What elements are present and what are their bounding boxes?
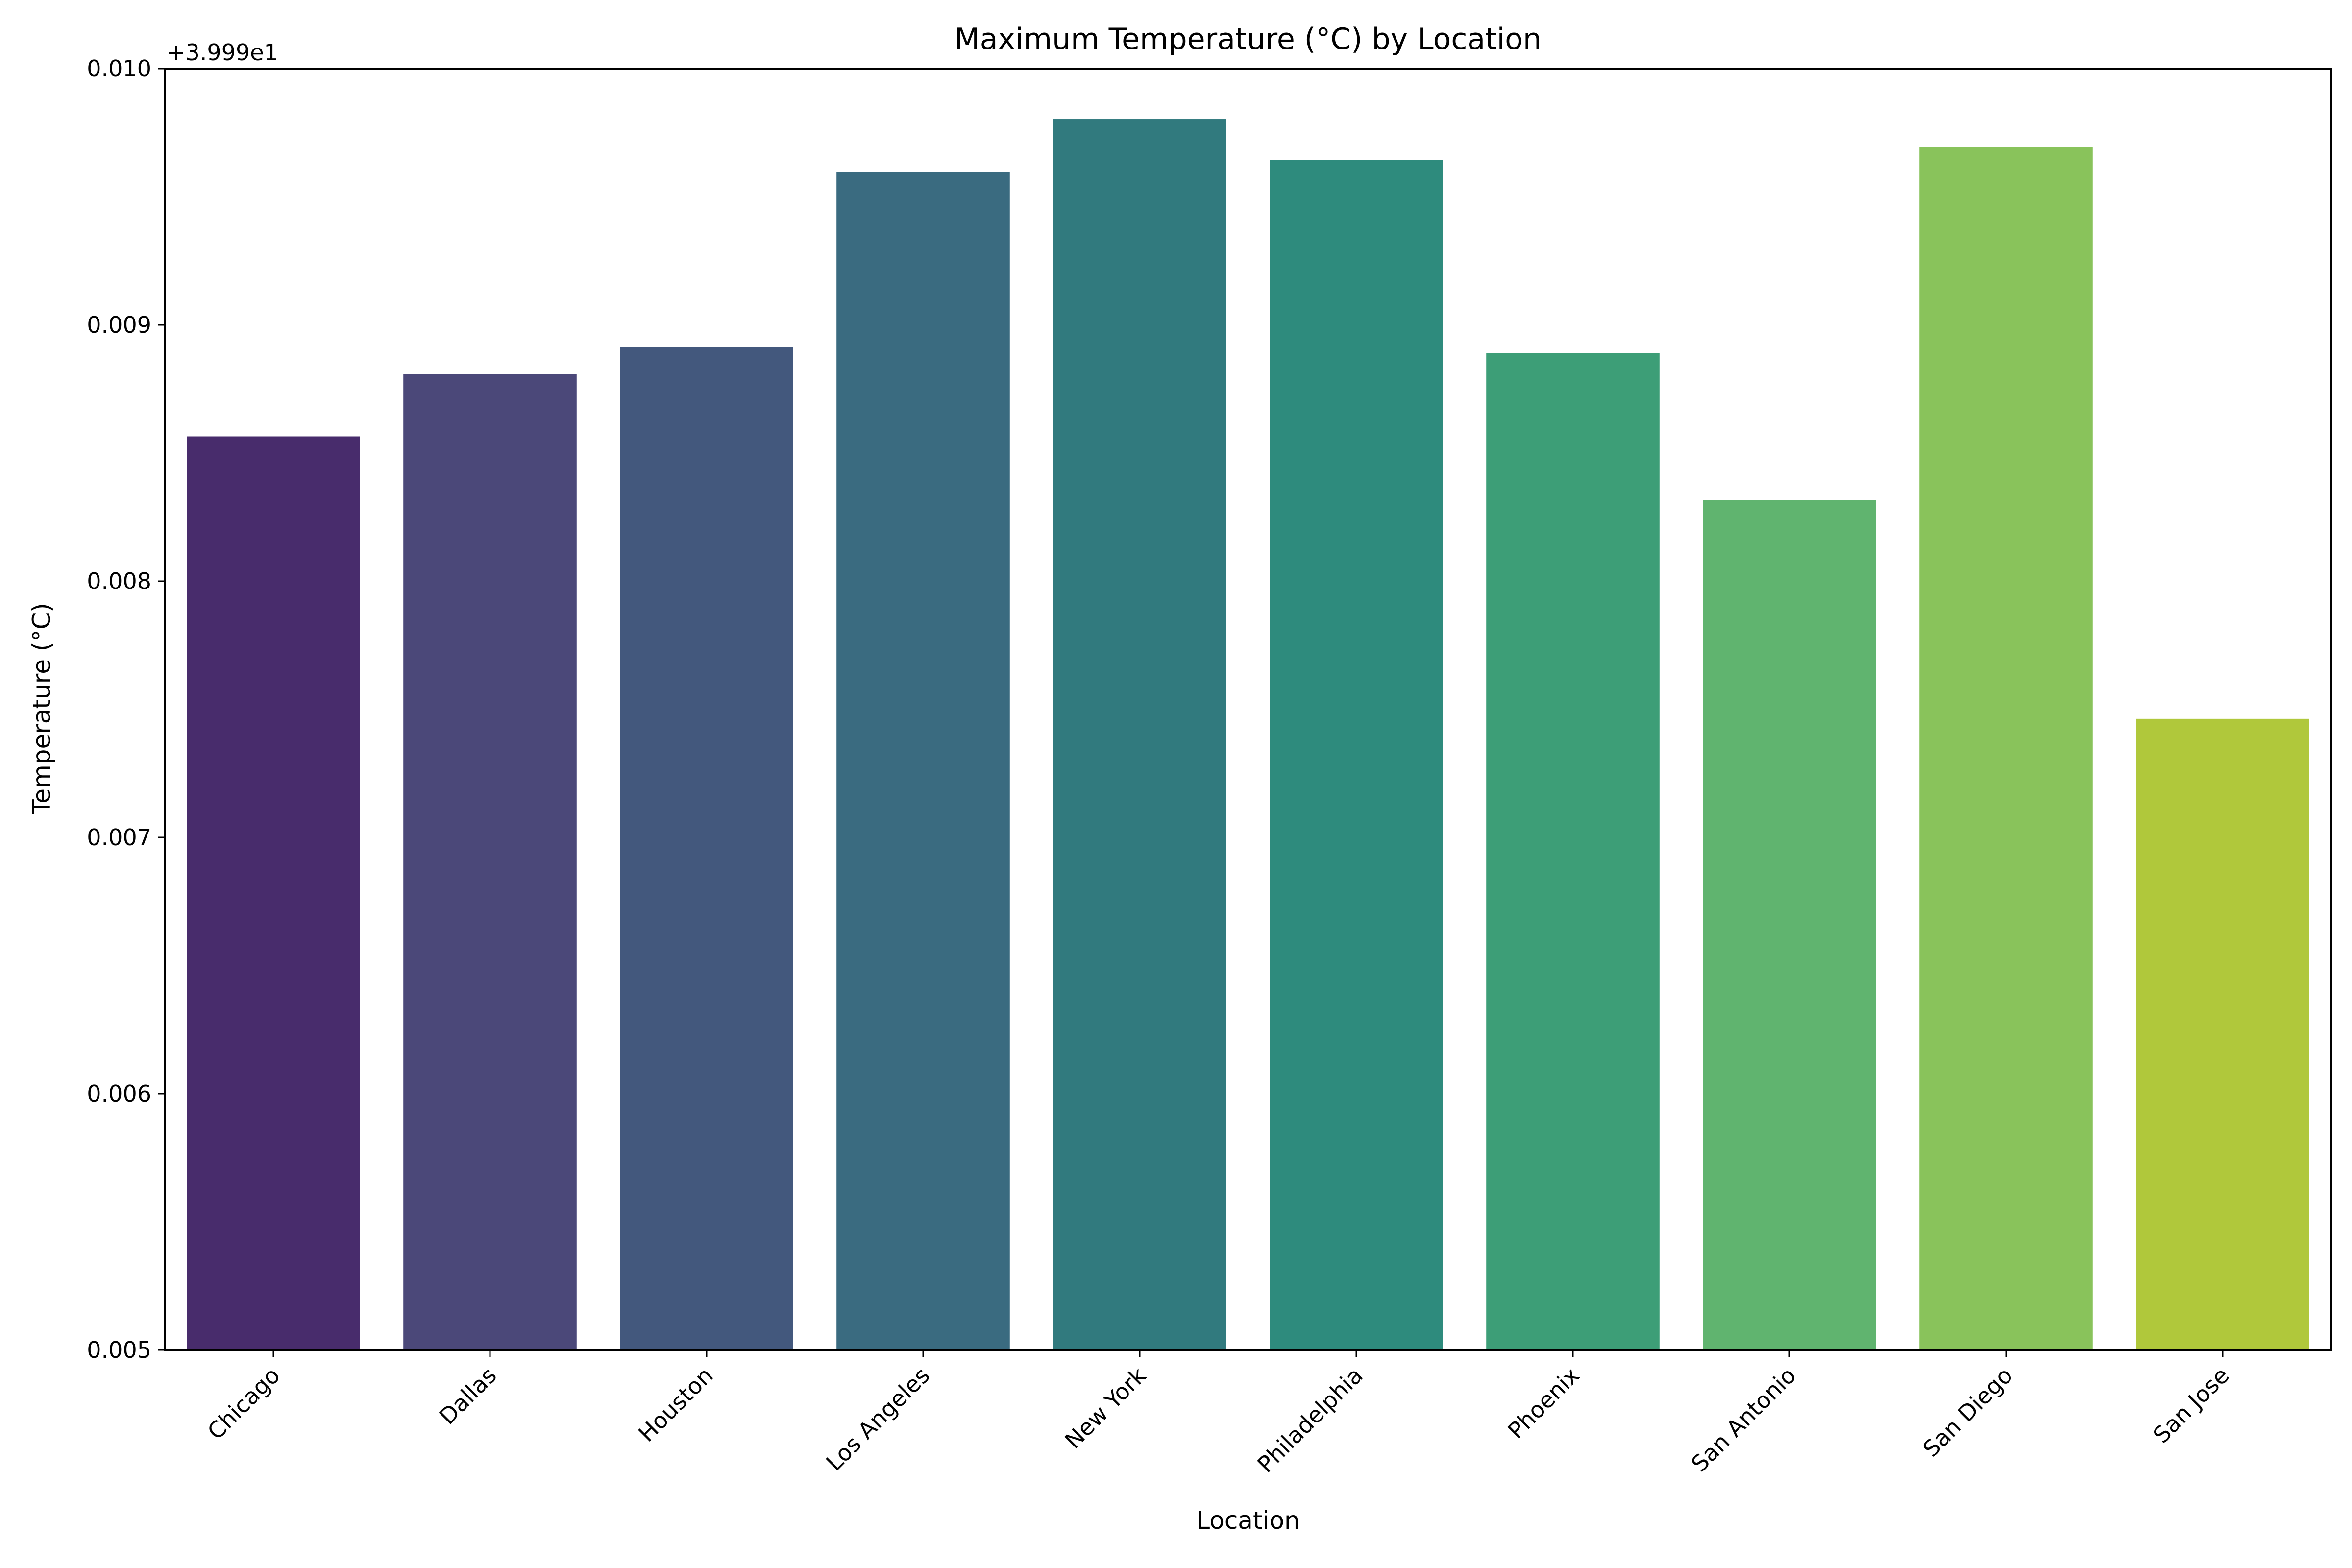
bar-phoenix bbox=[1486, 353, 1660, 1350]
y-axis-label: Temperature (°C) bbox=[27, 603, 56, 815]
x-tick-label: New York bbox=[1060, 1362, 1152, 1453]
bar-los-angeles bbox=[836, 172, 1010, 1350]
y-tick-label: 0.010 bbox=[87, 55, 151, 82]
bar-san-diego bbox=[1919, 147, 2093, 1350]
bar-dallas bbox=[403, 374, 577, 1350]
plot-frame bbox=[164, 68, 2332, 1351]
x-axis-label: Location bbox=[1196, 1506, 1299, 1535]
y-axis-offset-label: +3.999e1 bbox=[167, 39, 278, 66]
y-tick-label: 0.007 bbox=[87, 824, 151, 851]
x-tick-label: San Jose bbox=[2148, 1362, 2234, 1448]
x-tick-label: San Antonio bbox=[1686, 1362, 1801, 1477]
y-axis-ticks: 0.005 0.006 0.007 0.008 0.009 0.010 bbox=[87, 55, 165, 1363]
x-tick-label: Chicago bbox=[202, 1362, 285, 1445]
bar-houston bbox=[620, 347, 793, 1350]
bar-new-york bbox=[1053, 119, 1226, 1350]
y-tick-label: 0.008 bbox=[87, 568, 151, 594]
x-tick-label: San Diego bbox=[1917, 1362, 2017, 1462]
chart-title: Maximum Temperature (°C) by Location bbox=[955, 22, 1542, 56]
bars-group bbox=[187, 119, 2309, 1350]
x-axis-ticks: Chicago Dallas Houston Los Angeles New York P… bbox=[202, 1350, 2234, 1478]
y-tick-label: 0.009 bbox=[87, 312, 151, 338]
bar-philadelphia bbox=[1270, 160, 1443, 1350]
y-tick-label: 0.006 bbox=[87, 1080, 151, 1107]
x-tick-label: Phoenix bbox=[1503, 1362, 1585, 1444]
bar-san-antonio bbox=[1703, 500, 1876, 1350]
bar-san-jose bbox=[2136, 718, 2309, 1350]
x-tick-label: Houston bbox=[633, 1362, 718, 1447]
y-tick-label: 0.005 bbox=[87, 1337, 151, 1363]
bar-chicago bbox=[187, 436, 360, 1350]
x-tick-label: Dallas bbox=[434, 1362, 502, 1430]
x-tick-label: Philadelphia bbox=[1252, 1362, 1368, 1478]
x-tick-label: Los Angeles bbox=[821, 1362, 934, 1476]
